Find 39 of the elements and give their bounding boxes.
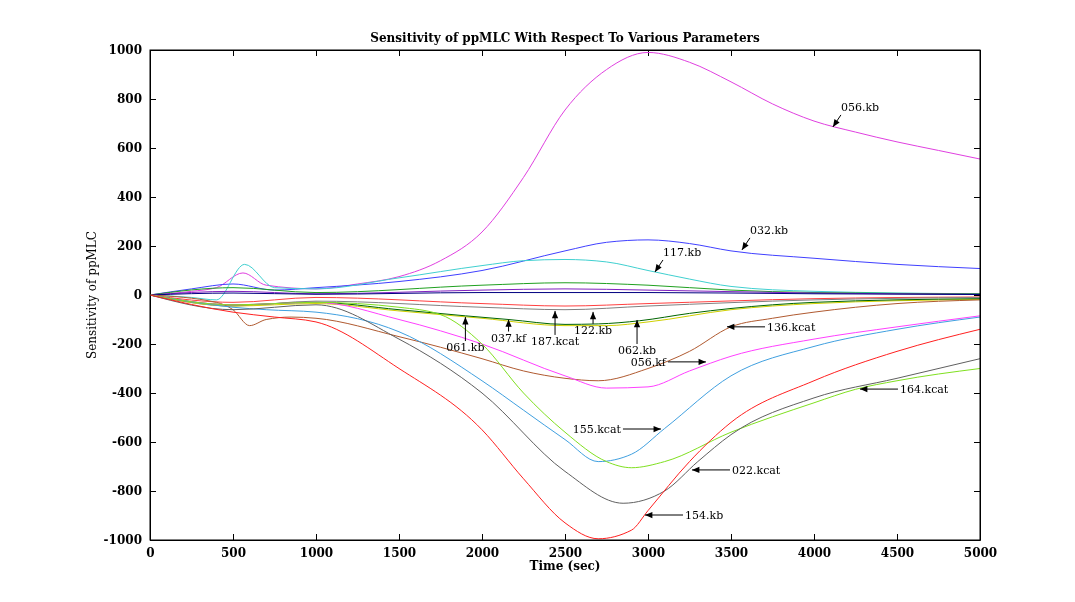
x-tick-label: 0 [146,545,155,560]
annotation: 032.kb [749,223,789,237]
y-tick-label: 400 [116,190,142,205]
annotation: 155.kcat [572,423,622,437]
x-tick-label: 1500 [382,545,417,560]
y-axis-title: Sensitivity of ppMLC [85,230,99,360]
annotation: 037.kf [490,331,528,345]
annotation: 154.kb [685,509,724,523]
annotation: 187.kcat [530,334,580,348]
x-tick-label: 500 [220,545,247,560]
annotation: 062.kb [617,343,657,357]
x-tick-label: 2000 [465,545,500,560]
annotation: 164.kcat [899,383,949,397]
annotation: 056.kb [840,100,880,114]
x-tick-label: 5000 [963,545,998,560]
x-tick-label: 2500 [548,545,583,560]
y-tick-label: 600 [116,141,142,156]
y-tick-label: 200 [116,239,142,254]
chart-title: Sensitivity of ppMLC With Respect To Various Parameters [370,31,760,45]
annotation: 117.kb [662,245,702,259]
y-tick-label: -800 [111,484,142,499]
x-tick-label: 1000 [299,545,334,560]
y-tick-label: 0 [133,288,142,303]
annotation: 022.kcat [731,463,781,477]
x-tick-label: 4500 [880,545,915,560]
x-tick-label: 3500 [714,545,749,560]
x-axis-title: Time (sec) [529,559,601,573]
y-tick-label: -200 [111,337,142,352]
annotation: 056.kf [630,355,667,369]
annotation: 061.kb [446,341,485,355]
y-tick-label: 1000 [108,43,142,58]
x-tick-label: 4000 [797,545,832,560]
y-tick-label: -1000 [103,533,142,548]
y-tick-label: -600 [111,435,142,450]
annotation: 136.kcat [767,320,816,334]
annotation: 122.kb [573,323,613,337]
y-tick-label: 800 [116,92,142,107]
x-tick-label: 3000 [631,545,666,560]
y-tick-label: -400 [111,386,142,401]
